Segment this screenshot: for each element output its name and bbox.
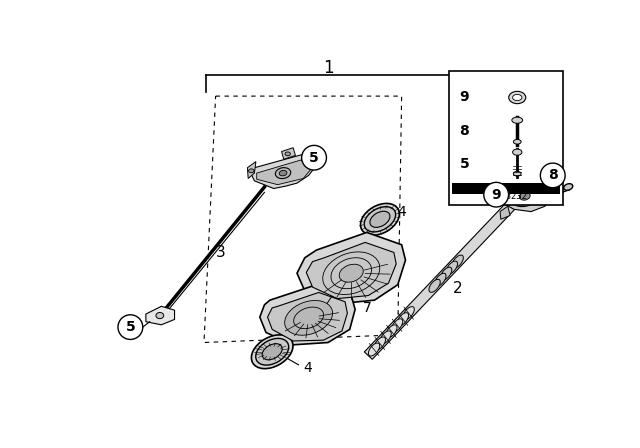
Ellipse shape — [279, 170, 287, 176]
Ellipse shape — [440, 267, 452, 280]
Ellipse shape — [524, 176, 531, 180]
Polygon shape — [268, 293, 348, 341]
Text: 3: 3 — [216, 245, 226, 260]
Ellipse shape — [513, 172, 521, 176]
Ellipse shape — [512, 117, 523, 123]
Ellipse shape — [452, 255, 463, 268]
Ellipse shape — [435, 273, 446, 286]
Text: 5: 5 — [125, 320, 135, 334]
Ellipse shape — [403, 306, 414, 319]
Ellipse shape — [509, 91, 526, 103]
Polygon shape — [364, 200, 516, 359]
Polygon shape — [260, 285, 355, 345]
Polygon shape — [500, 178, 551, 211]
Ellipse shape — [386, 325, 397, 338]
Ellipse shape — [564, 184, 573, 190]
Ellipse shape — [513, 139, 521, 144]
Text: 1: 1 — [323, 59, 333, 77]
Text: 4: 4 — [397, 205, 406, 219]
Bar — [449, 71, 563, 205]
Polygon shape — [249, 154, 316, 189]
Ellipse shape — [248, 169, 254, 173]
Ellipse shape — [446, 261, 458, 274]
Ellipse shape — [323, 252, 380, 294]
Text: 8: 8 — [460, 124, 469, 138]
Polygon shape — [282, 148, 296, 159]
Ellipse shape — [515, 189, 535, 203]
Ellipse shape — [331, 258, 372, 289]
Ellipse shape — [370, 211, 390, 228]
Text: 5: 5 — [460, 158, 469, 172]
Polygon shape — [307, 242, 396, 299]
Ellipse shape — [392, 319, 403, 332]
Ellipse shape — [369, 343, 380, 356]
Text: 4: 4 — [303, 361, 312, 375]
Text: 8: 8 — [548, 168, 557, 182]
Ellipse shape — [294, 307, 324, 329]
Ellipse shape — [252, 335, 293, 369]
Polygon shape — [297, 233, 406, 304]
Polygon shape — [518, 172, 537, 183]
Ellipse shape — [339, 264, 364, 282]
Circle shape — [301, 146, 326, 170]
Text: 2: 2 — [452, 281, 462, 296]
Polygon shape — [204, 96, 402, 343]
Polygon shape — [146, 306, 175, 325]
Ellipse shape — [374, 337, 385, 350]
Text: 7: 7 — [362, 301, 371, 315]
Ellipse shape — [364, 207, 396, 232]
Bar — [452, 183, 560, 194]
Ellipse shape — [156, 313, 164, 319]
Text: 00108232: 00108232 — [484, 193, 527, 202]
Ellipse shape — [520, 192, 530, 200]
Ellipse shape — [380, 331, 391, 344]
Ellipse shape — [513, 149, 522, 155]
Text: 5: 5 — [309, 151, 319, 165]
Polygon shape — [257, 160, 311, 185]
Ellipse shape — [262, 344, 282, 360]
Ellipse shape — [360, 203, 399, 235]
Text: 6: 6 — [316, 305, 324, 319]
Ellipse shape — [275, 168, 291, 179]
Ellipse shape — [510, 186, 540, 207]
Polygon shape — [248, 162, 256, 178]
Polygon shape — [500, 206, 510, 220]
Ellipse shape — [285, 152, 291, 156]
Text: 9: 9 — [492, 188, 501, 202]
Circle shape — [484, 182, 509, 207]
Circle shape — [118, 315, 143, 340]
Ellipse shape — [397, 313, 408, 326]
Ellipse shape — [429, 279, 440, 293]
Ellipse shape — [256, 338, 289, 365]
Text: 9: 9 — [460, 90, 469, 104]
Ellipse shape — [285, 301, 333, 335]
Ellipse shape — [513, 95, 522, 100]
Circle shape — [540, 163, 565, 188]
